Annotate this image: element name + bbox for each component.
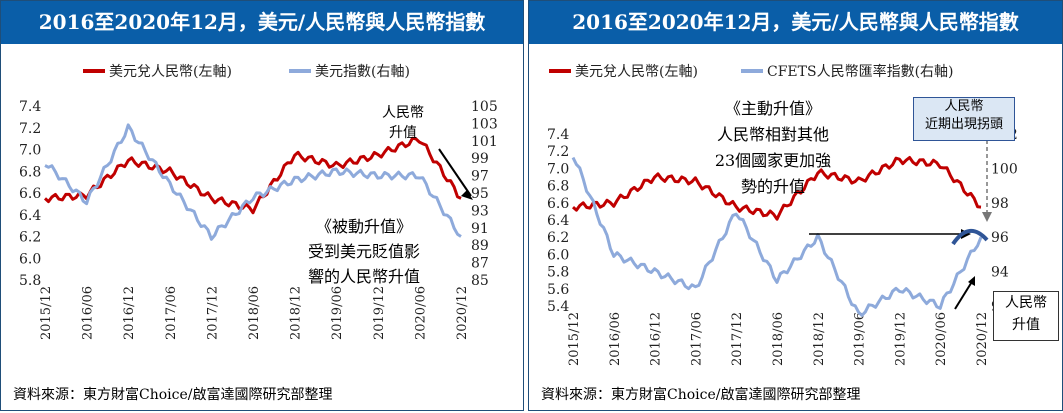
right-yleft-tick: 5.8	[547, 265, 569, 281]
right-x-tick: 2015/12	[567, 312, 582, 366]
left-annotation-main-0: 《被動升值》	[316, 217, 412, 236]
left-yright-tick: 87	[471, 256, 489, 272]
right-x-tick: 2018/12	[812, 312, 827, 366]
right-annotation-main-2: 23個國家更加強	[715, 151, 831, 170]
left-x-tick: 2017/06	[164, 286, 179, 340]
left-source-note: 資料來源：東方財富Choice/啟富達國際研究部整理	[13, 387, 333, 403]
left-annotation-arrowhead	[461, 190, 473, 200]
left-x-tick: 2019/12	[372, 286, 387, 340]
left-legend-label-1: 美元指數(右軸)	[315, 64, 410, 80]
right-yleft-tick: 6.0	[547, 247, 569, 263]
right-annotation-main-1: 人民幣相對其他	[717, 125, 829, 144]
right-series-line-1	[571, 156, 983, 317]
right-yleft-tick: 7.2	[547, 144, 569, 160]
right-annotation-main-0: 《主動升值》	[725, 99, 821, 118]
left-x-tick: 2016/12	[122, 286, 137, 340]
left-chart-title: 2016至2020年12月，美元/人民幣與人民幣指數	[1, 1, 523, 44]
left-yleft-tick: 6.6	[19, 186, 41, 202]
left-yright-tick: 93	[471, 203, 489, 219]
right-x-tick: 2019/06	[853, 312, 868, 366]
left-annotation-main-2: 響的人民幣升值	[308, 267, 420, 286]
left-chart: 5.86.06.26.46.66.87.07.27.48587899193959…	[19, 64, 498, 340]
left-annotation-arrow	[438, 148, 472, 197]
left-yleft-tick: 7.0	[19, 143, 41, 159]
left-x-tick: 2020/06	[413, 286, 428, 340]
right-source-note: 資料來源：東方財富Choice/啟富達國際研究部整理	[541, 387, 861, 403]
right-dashed-arrowhead	[982, 212, 992, 222]
right-annotation-main-3: 勢的升值	[741, 177, 805, 196]
right-note-turning-line2: 近期出現拐頭	[924, 117, 1003, 132]
left-yright-tick: 97	[471, 169, 489, 185]
left-x-tick: 2019/06	[330, 286, 345, 340]
left-yleft-tick: 6.4	[19, 208, 41, 224]
left-series-line-1	[44, 123, 462, 241]
right-chart-title: 2016至2020年12月，美元/人民幣與人民幣指數	[529, 1, 1062, 44]
right-yright-tick: 98	[991, 196, 1009, 212]
right-legend-label-0: 美元兌人民幣(左軸)	[575, 64, 698, 80]
right-chart-panel: 2016至2020年12月，美元/人民幣與人民幣指數 5.4 5.6 5.8 6.0 6…	[528, 0, 1063, 411]
right-yleft-tick: 7.4	[547, 127, 569, 143]
right-x-tick: 2017/06	[689, 312, 704, 366]
right-yleft-tick: 6.2	[547, 230, 569, 246]
left-yright-tick: 103	[471, 116, 498, 132]
left-x-tick: 2017/12	[205, 286, 220, 340]
left-yright-tick: 95	[471, 186, 489, 202]
left-chart-panel: 2016至2020年12月，美元/人民幣與人民幣指數 5.8 6.0 6.2 6.4 6…	[0, 0, 524, 411]
right-note-turning: 人民幣 近期出現拐頭	[913, 97, 1015, 141]
left-x-tick: 2016/06	[81, 286, 96, 340]
right-yright-tick: 94	[991, 265, 1009, 281]
right-x-tick: 2016/06	[608, 312, 623, 366]
left-yright-tick: 105	[471, 99, 498, 115]
left-annotation-top-1: 人民幣	[382, 105, 424, 121]
right-x-tick: 2018/06	[771, 312, 786, 366]
right-yright-tick: 96	[991, 230, 1009, 246]
left-series-line-0	[43, 136, 462, 215]
left-yright-tick: 101	[471, 134, 498, 150]
right-note-turning-line1: 人民幣	[944, 99, 984, 114]
right-x-tick: 2017/12	[730, 312, 745, 366]
right-x-tick: 2020/12	[975, 312, 990, 366]
right-chart: 5.45.65.86.06.26.46.66.87.07.27.49294969…	[547, 63, 1018, 366]
right-appreciation-arrowhead	[968, 276, 975, 286]
left-yright-tick: 89	[471, 238, 489, 254]
right-yleft-tick: 6.4	[547, 213, 569, 229]
right-note-appreciation-line1: 人民幣	[1005, 295, 1047, 311]
left-yleft-tick: 6.2	[19, 230, 41, 246]
right-turn-curve	[951, 229, 989, 246]
left-yleft-tick: 7.4	[19, 99, 41, 115]
right-yleft-tick: 6.8	[547, 179, 569, 195]
left-x-tick: 2018/06	[247, 286, 262, 340]
left-yleft-tick: 6.8	[19, 164, 41, 180]
right-note-appreciation: 人民幣 升值	[993, 291, 1059, 341]
right-x-tick: 2016/12	[649, 312, 664, 366]
right-x-tick: 2019/12	[893, 312, 908, 366]
right-note-appreciation-line2: 升值	[1012, 317, 1040, 333]
right-yleft-tick: 5.4	[547, 299, 569, 315]
left-yleft-tick: 6.0	[19, 251, 41, 267]
right-yleft-tick: 7.0	[547, 161, 569, 177]
left-yright-tick: 85	[471, 273, 489, 289]
left-yleft-tick: 5.8	[19, 273, 41, 289]
right-appreciation-arrow	[954, 279, 974, 310]
left-annotation-top-2: 升值	[389, 125, 417, 141]
left-yleft-tick: 7.2	[19, 121, 41, 137]
left-x-tick: 2020/12	[455, 286, 470, 340]
left-x-tick: 2015/12	[39, 286, 54, 340]
left-legend-label-0: 美元兌人民幣(左軸)	[109, 64, 232, 80]
right-series-line-0	[571, 156, 982, 221]
right-yright-tick: 100	[991, 161, 1018, 177]
left-x-tick: 2018/12	[289, 286, 304, 340]
right-yleft-tick: 5.6	[547, 282, 569, 298]
right-x-tick: 2020/06	[934, 312, 949, 366]
right-legend-label-1: CFETS人民幣匯率指數(右軸)	[767, 63, 954, 80]
left-yright-tick: 91	[471, 221, 489, 237]
right-yleft-tick: 6.6	[547, 196, 569, 212]
left-yright-tick: 99	[471, 151, 489, 167]
left-annotation-main-1: 受到美元貶值影	[308, 242, 420, 261]
